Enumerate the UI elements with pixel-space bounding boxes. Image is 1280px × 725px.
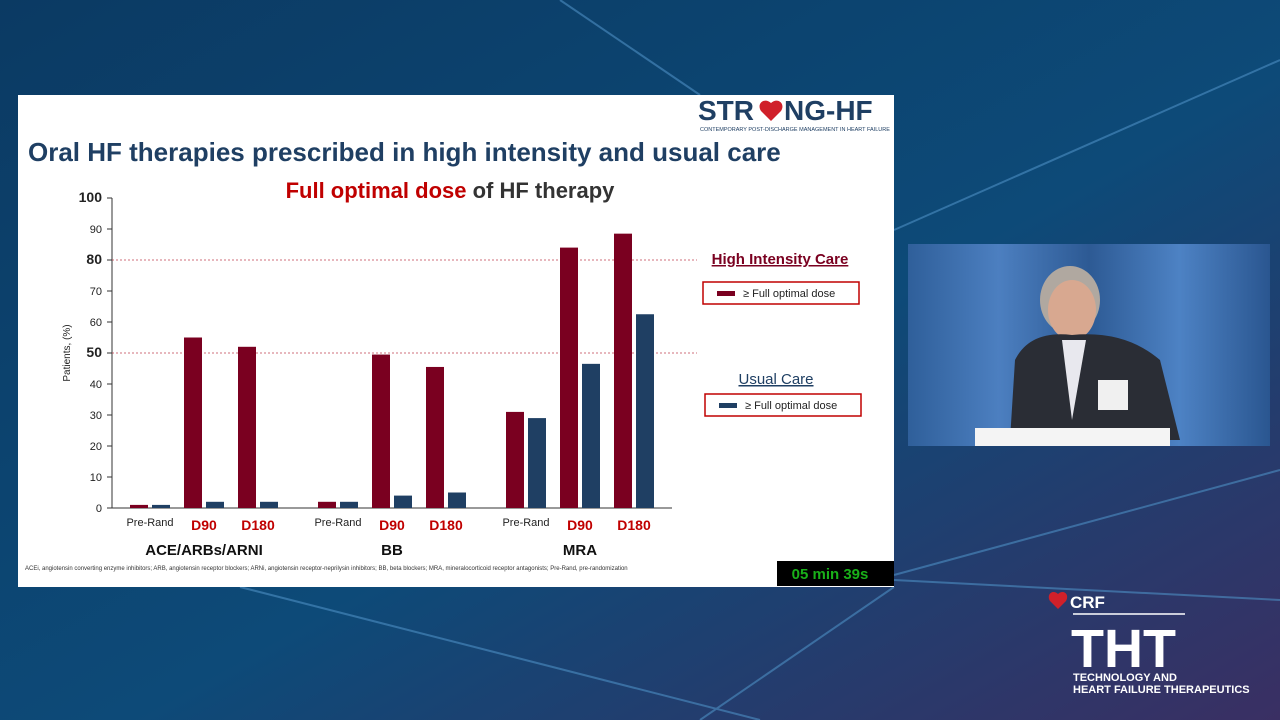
speaker-video [908,244,1270,446]
x-tick-label: D90 [567,517,593,533]
crf-heart [1048,591,1068,609]
bar [152,504,170,508]
legend-box [702,281,860,305]
timer: 05 min 39s [792,566,869,583]
slide-title: Oral HF therapies prescribed in high int… [28,137,781,167]
bar [426,366,444,508]
bar [448,492,466,508]
legend-title: Usual Care [738,371,813,388]
y-tick-label: 90 [90,224,102,236]
bar [318,501,336,508]
brand-line: HEART FAILURE THERAPEUTICS [1073,684,1250,696]
brand-line: TECHNOLOGY AND [1073,672,1177,684]
y-tick-label: 20 [90,441,102,453]
y-tick-label: 50 [86,344,102,360]
group-label: MRA [563,542,597,559]
bar [582,363,600,508]
crf-logo: CRF [1070,593,1105,612]
bar [506,411,524,508]
x-tick-label: Pre-Rand [502,517,549,529]
y-tick-label: 70 [90,286,102,298]
bar [636,314,654,508]
y-tick-label: 60 [90,317,102,329]
logo-left: STR [698,95,754,126]
bar [130,504,148,508]
y-tick-label: 40 [90,379,102,391]
bar [560,247,578,508]
bar [614,233,632,508]
legend-swatch [717,291,735,296]
bar [340,501,358,508]
logo-tagline: CONTEMPORARY POST-DISCHARGE MANAGEMENT I… [700,127,890,133]
x-tick-label: D90 [191,517,217,533]
bar [372,354,390,508]
bar [394,495,412,508]
legend-box [704,393,862,417]
group-label: ACE/ARBs/ARNI [145,542,263,559]
y-tick-label: 10 [90,472,102,484]
x-tick-label: Pre-Rand [126,517,173,529]
logo-heart [759,100,783,121]
legend-label: ≥ Full optimal dose [743,288,835,300]
y-tick-label: 80 [86,251,102,267]
x-tick-label: D180 [429,517,463,533]
x-tick-label: D90 [379,517,405,533]
chart-title: Full optimal dose of HF therapy [286,178,616,203]
title-rest: of HF therapy [473,178,616,203]
x-tick-label: Pre-Rand [314,517,361,529]
bar [206,501,224,508]
x-tick-label: D180 [241,517,275,533]
footnote: ACEi, angiotensin converting enzyme inhi… [25,566,628,572]
group-label: BB [381,542,403,559]
bar [184,337,202,508]
title-highlight: Full optimal dose [286,178,467,203]
tht-logo: THT [1071,619,1176,679]
slide [18,95,894,587]
timer-box [777,561,894,586]
y-tick-label: 30 [90,410,102,422]
legend-swatch [719,403,737,408]
bar [528,418,546,508]
bar [238,346,256,508]
background-lines [239,0,1280,721]
legend-label: ≥ Full optimal dose [745,400,837,412]
y-axis-label: Patients, (%) [62,324,73,381]
x-tick-label: D180 [617,517,651,533]
y-tick-label: 0 [96,503,102,515]
logo-right: NG-HF [784,95,873,126]
legend-title: High Intensity Care [712,251,849,268]
bar [260,501,278,508]
y-tick-label: 100 [79,189,103,205]
